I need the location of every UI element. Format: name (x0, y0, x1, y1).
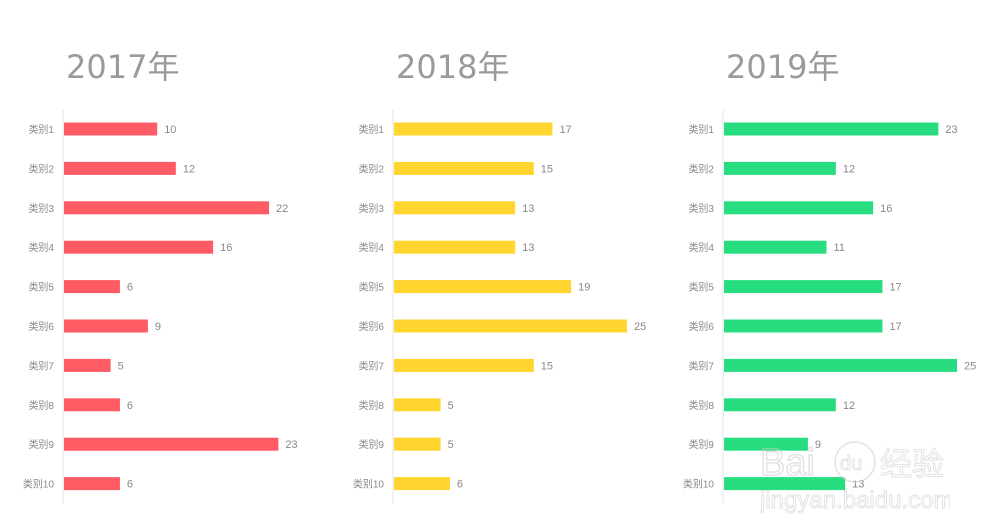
data-label: 15 (541, 163, 553, 175)
data-label: 6 (127, 400, 133, 412)
category-tick-label: 类别2 (28, 162, 54, 175)
data-label: 9 (815, 439, 821, 451)
bar (724, 477, 846, 491)
category-tick-label: 类别10 (23, 478, 55, 491)
category-tick-label: 类别4 (688, 241, 714, 254)
bar (64, 437, 279, 451)
data-label: 16 (880, 203, 892, 215)
category-tick-label: 类别4 (358, 241, 384, 254)
data-label: 5 (448, 400, 454, 412)
category-tick-label: 类别1 (688, 123, 714, 136)
category-tick-label: 类别6 (358, 320, 384, 333)
bar (64, 358, 111, 372)
bar (64, 319, 148, 333)
bar (394, 319, 627, 333)
data-label: 11 (834, 242, 845, 254)
data-label: 12 (183, 163, 195, 175)
data-label: 5 (118, 360, 124, 372)
bar (724, 358, 957, 372)
bar (64, 477, 120, 491)
data-label: 17 (559, 124, 571, 136)
category-tick-label: 类别5 (688, 281, 714, 294)
data-label: 5 (448, 439, 454, 451)
bar (724, 437, 808, 451)
bar (64, 280, 120, 294)
category-tick-label: 类别8 (358, 399, 384, 412)
data-label: 12 (843, 163, 855, 175)
data-label: 19 (578, 282, 590, 294)
chart-2019: 2019年 类别1 23 类别2 12 类别3 16 类别4 11 类别5 17 类别6 17 类别7 2… (660, 0, 990, 531)
bar (394, 437, 441, 451)
data-label: 22 (276, 203, 288, 215)
data-label: 17 (889, 321, 901, 333)
data-label: 25 (634, 321, 646, 333)
category-tick-label: 类别7 (358, 359, 384, 372)
category-tick-label: 类别3 (28, 202, 54, 215)
chart-2018: 2018年 类别1 17 类别2 15 类别3 13 类别4 13 类别5 19 类别6 25 类别7 1… (330, 0, 660, 531)
data-label: 6 (127, 479, 133, 491)
data-label: 13 (522, 242, 534, 254)
data-label: 6 (457, 479, 463, 491)
bar-plot: 类别1 10 类别2 12 类别3 22 类别4 16 类别5 6 类别6 9 类别7 5 类别8 6 类别9 2… (23, 110, 298, 503)
category-tick-label: 类别3 (688, 202, 714, 215)
data-label: 9 (155, 321, 161, 333)
bar (394, 398, 441, 412)
bar-plot: 类别1 17 类别2 15 类别3 13 类别4 13 类别5 19 类别6 25 类别7 15 类别8 5 类… (353, 110, 646, 503)
data-label: 12 (843, 400, 855, 412)
data-label: 10 (164, 124, 176, 136)
category-tick-label: 类别9 (358, 438, 384, 451)
category-tick-label: 类别6 (688, 320, 714, 333)
bar-plot: 类别1 23 类别2 12 类别3 16 类别4 11 类别5 17 类别6 17 类别7 25 类别8 12… (683, 110, 976, 503)
category-tick-label: 类别1 (28, 123, 54, 136)
bar (724, 161, 836, 175)
category-tick-label: 类别5 (28, 281, 54, 294)
bar (394, 280, 572, 294)
bar (394, 477, 450, 491)
bar (64, 201, 270, 215)
bar (64, 122, 158, 136)
category-tick-label: 类别9 (28, 438, 54, 451)
bar (724, 398, 836, 412)
category-tick-label: 类别2 (688, 162, 714, 175)
bar (724, 319, 883, 333)
category-tick-label: 类别6 (28, 320, 54, 333)
data-label: 23 (285, 439, 297, 451)
bar (394, 358, 534, 372)
category-tick-label: 类别9 (688, 438, 714, 451)
data-label: 13 (522, 203, 534, 215)
bar (394, 122, 553, 136)
bar (394, 201, 516, 215)
chart-2017: 2017年 类别1 10 类别2 12 类别3 22 类别4 16 类别5 6 类别6 9 类别7 5 类别… (0, 0, 330, 531)
data-label: 25 (964, 360, 976, 372)
chart-title: 2017年 (66, 48, 180, 86)
bar (64, 240, 214, 254)
category-tick-label: 类别5 (358, 281, 384, 294)
category-tick-label: 类别1 (358, 123, 384, 136)
data-label: 23 (945, 124, 957, 136)
data-label: 15 (541, 360, 553, 372)
category-tick-label: 类别7 (688, 359, 714, 372)
category-tick-label: 类别4 (28, 241, 54, 254)
bar (394, 161, 534, 175)
category-tick-label: 类别8 (688, 399, 714, 412)
data-label: 13 (852, 479, 864, 491)
bar (64, 161, 176, 175)
data-label: 6 (127, 282, 133, 294)
bar (724, 280, 883, 294)
category-tick-label: 类别10 (683, 478, 715, 491)
bar (64, 398, 120, 412)
bar (724, 240, 827, 254)
category-tick-label: 类别2 (358, 162, 384, 175)
chart-title: 2018年 (396, 48, 510, 86)
data-label: 17 (889, 282, 901, 294)
category-tick-label: 类别10 (353, 478, 385, 491)
data-label: 16 (220, 242, 232, 254)
category-tick-label: 类别7 (28, 359, 54, 372)
category-tick-label: 类别8 (28, 399, 54, 412)
chart-title: 2019年 (726, 48, 840, 86)
bar (394, 240, 516, 254)
bar (724, 122, 939, 136)
bar (724, 201, 874, 215)
category-tick-label: 类别3 (358, 202, 384, 215)
